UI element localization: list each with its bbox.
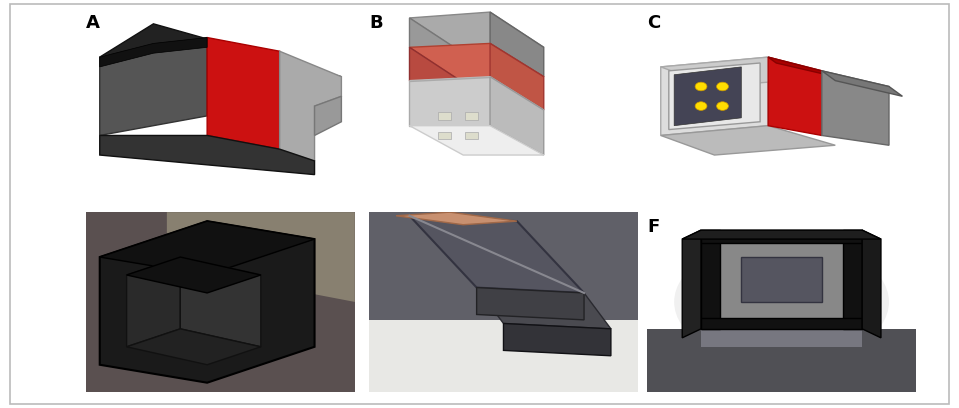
Polygon shape <box>701 329 862 347</box>
Polygon shape <box>409 77 490 126</box>
Polygon shape <box>100 38 207 67</box>
Text: A: A <box>86 14 100 32</box>
Bar <box>701 230 720 329</box>
Polygon shape <box>127 257 180 347</box>
Text: E: E <box>369 218 382 236</box>
Polygon shape <box>207 38 280 149</box>
Polygon shape <box>682 230 701 338</box>
Ellipse shape <box>674 239 889 365</box>
Polygon shape <box>674 67 741 126</box>
Polygon shape <box>369 320 638 392</box>
Polygon shape <box>682 230 881 239</box>
Polygon shape <box>409 47 463 116</box>
Bar <box>437 112 451 120</box>
Polygon shape <box>822 71 902 96</box>
Polygon shape <box>127 329 261 365</box>
Polygon shape <box>477 288 611 329</box>
Circle shape <box>695 102 707 111</box>
Bar <box>464 112 478 120</box>
Text: D: D <box>86 218 102 236</box>
Text: C: C <box>647 14 661 32</box>
Polygon shape <box>396 212 517 225</box>
Polygon shape <box>862 230 881 338</box>
Circle shape <box>695 82 707 91</box>
Polygon shape <box>768 57 822 135</box>
Bar <box>437 131 451 140</box>
Polygon shape <box>409 216 584 293</box>
Polygon shape <box>369 212 638 320</box>
Polygon shape <box>409 126 544 155</box>
Polygon shape <box>409 77 544 116</box>
Polygon shape <box>180 257 261 347</box>
Polygon shape <box>100 221 315 383</box>
Text: F: F <box>647 218 660 236</box>
Bar <box>701 318 862 329</box>
Polygon shape <box>100 38 207 135</box>
Polygon shape <box>477 288 584 320</box>
Text: B: B <box>369 14 383 32</box>
Circle shape <box>716 82 729 91</box>
Bar <box>701 230 862 243</box>
Polygon shape <box>100 24 341 110</box>
Bar <box>464 131 478 140</box>
Polygon shape <box>490 43 544 110</box>
Polygon shape <box>768 57 835 77</box>
Bar <box>843 230 862 329</box>
Polygon shape <box>167 212 355 302</box>
Polygon shape <box>315 96 341 135</box>
Polygon shape <box>661 57 835 86</box>
Bar <box>741 257 822 302</box>
Polygon shape <box>409 18 463 82</box>
Polygon shape <box>100 221 315 275</box>
Polygon shape <box>127 257 261 293</box>
Polygon shape <box>503 324 611 356</box>
Polygon shape <box>409 43 544 82</box>
Polygon shape <box>409 12 544 53</box>
Polygon shape <box>280 51 341 161</box>
Polygon shape <box>100 135 315 175</box>
Polygon shape <box>490 12 544 77</box>
Bar <box>720 243 843 318</box>
Circle shape <box>716 102 729 111</box>
Polygon shape <box>661 126 835 155</box>
FancyBboxPatch shape <box>10 4 949 404</box>
Polygon shape <box>822 71 889 145</box>
Polygon shape <box>661 57 768 135</box>
Polygon shape <box>490 77 544 155</box>
Polygon shape <box>647 329 916 392</box>
Polygon shape <box>668 63 760 130</box>
